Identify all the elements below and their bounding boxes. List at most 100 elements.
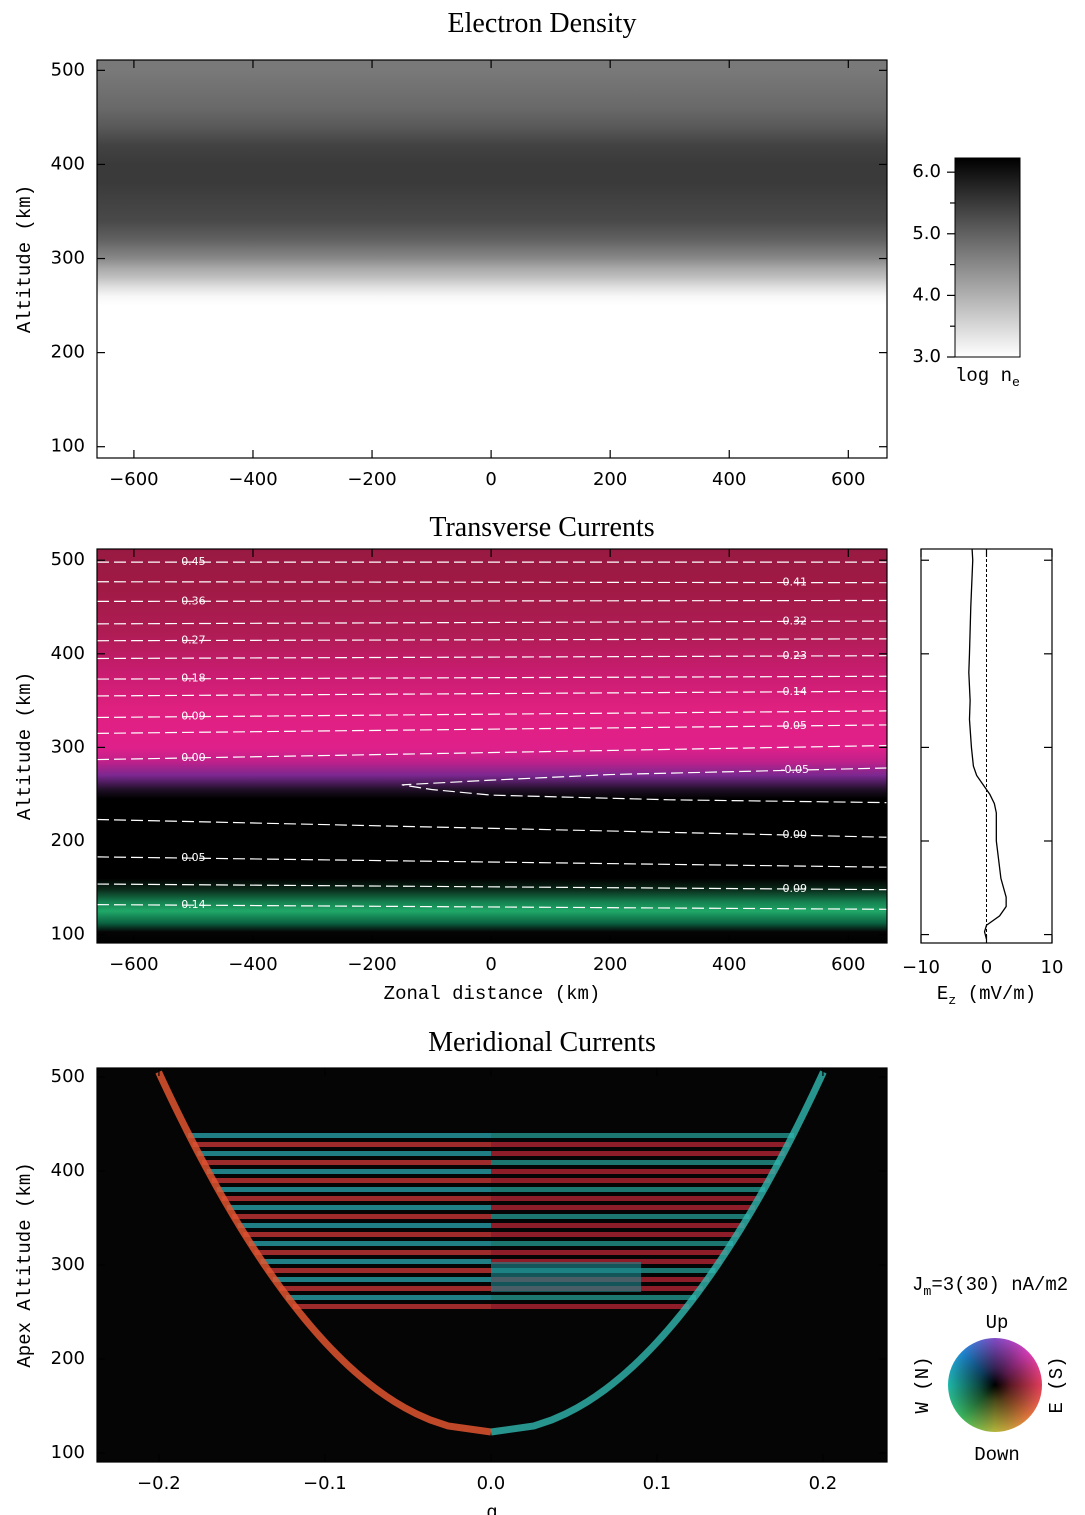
stripe [232,1214,492,1219]
stripe [272,1277,491,1282]
legend-title: Jm=3(30) nA/m2 [912,1274,1068,1299]
contour-label: 0.00 [782,828,807,841]
contour-line [96,690,888,697]
contour-line [96,724,888,734]
colorbar [954,157,1021,358]
contour-line [96,599,888,603]
side-x-tick-label: 0 [981,957,992,978]
contour-line [96,883,888,891]
stripe [292,1304,491,1309]
stripe [491,1232,739,1237]
stripe [491,1214,750,1219]
contour-label: 0.05 [181,851,206,864]
chart-title: Transverse Currents [429,512,654,543]
side-x-tick-label: −10 [902,957,940,978]
y-tick-label: 400 [51,643,85,664]
text-part: z [948,993,956,1008]
stripe [491,1142,790,1147]
x-tick-label: 400 [712,469,746,490]
stripe [285,1295,491,1300]
contour-line [96,581,888,584]
colorbar-tick-label: 5.0 [912,223,941,244]
contour-line [96,856,888,868]
stripe [491,1304,690,1309]
contour-label: 0.36 [181,594,206,607]
stripe [197,1151,491,1156]
y-tick-label: 200 [51,342,85,363]
x-tick-label: 600 [831,954,865,975]
stripe [254,1250,491,1255]
stripe [491,1160,780,1165]
x-tick-label: 0.0 [477,1473,506,1494]
contour-label: 0.09 [782,882,807,895]
contour-label: 0.14 [181,898,206,911]
side-x-axis-label: Ez (mV/m) [937,983,1036,1008]
x-tick-label: 400 [712,954,746,975]
x-axis-label: Zonal distance (km) [384,983,601,1005]
y-tick-label: 200 [51,830,85,851]
stripe [279,1286,491,1291]
legend-right: E (S) [1046,1356,1068,1413]
x-tick-label: −200 [347,954,396,975]
x-tick-label: −0.2 [137,1473,181,1494]
stripe [491,1259,722,1264]
y-axis-label: Altitude (km) [14,185,36,333]
stripe [491,1187,766,1192]
contour-line [96,710,888,719]
contour-label: 0.05 [782,719,807,732]
x-tick-label: 200 [593,954,627,975]
stripe [491,1178,771,1183]
stripe [491,1151,785,1156]
stripe [491,1169,776,1174]
y-tick-label: 100 [51,436,85,457]
contour-label: 0.09 [181,710,206,723]
stripe [216,1187,492,1192]
text-part: E [937,983,948,1005]
contour-label: 0.23 [782,649,807,662]
stripe [491,1223,745,1228]
colorbar-tick-label: 3.0 [912,346,941,367]
contour-label: 0.14 [782,685,807,698]
text-part: J [912,1274,923,1296]
x-tick-label: −600 [109,469,158,490]
legend-up: Up [986,1312,1009,1334]
contour-line [96,655,888,660]
x-tick-label: −400 [228,954,277,975]
y-tick-label: 500 [51,549,85,570]
side-x-tick-label: 10 [1041,957,1064,978]
x-tick-label: 0 [485,469,496,490]
contour-line [96,675,888,680]
stripe [243,1232,491,1237]
density-image [97,60,887,458]
x-tick-label: 0 [485,954,496,975]
x-axis-label: q [486,1502,497,1515]
stripe [192,1142,491,1147]
ez-profile [968,548,1007,940]
contour-label: 0.27 [181,633,206,646]
band [491,1262,641,1292]
color-wheel [948,1338,1042,1432]
current-image [97,549,887,943]
stripe [491,1133,794,1138]
contour-label: 0.18 [181,672,206,685]
y-tick-label: 100 [51,924,85,945]
y-axis-label: Altitude (km) [14,672,36,820]
x-tick-label: 600 [831,469,865,490]
text-part: m [923,1284,931,1299]
stripe [221,1196,492,1201]
text-part: =3(30) nA/m2 [931,1274,1068,1296]
contour-line [96,818,888,838]
y-tick-label: 400 [51,1160,85,1181]
x-tick-label: −400 [228,469,277,490]
contour-line [96,620,888,625]
text-part: (mV/m) [956,983,1036,1005]
stripe [491,1205,755,1210]
colorbar-label: log ne [955,365,1020,390]
y-tick-label: 400 [51,153,85,174]
y-tick-label: 500 [51,59,85,80]
stripe [188,1133,492,1138]
y-tick-label: 300 [51,736,85,757]
stripe [206,1169,491,1174]
x-tick-label: 0.2 [809,1473,838,1494]
contour-line [96,638,888,642]
